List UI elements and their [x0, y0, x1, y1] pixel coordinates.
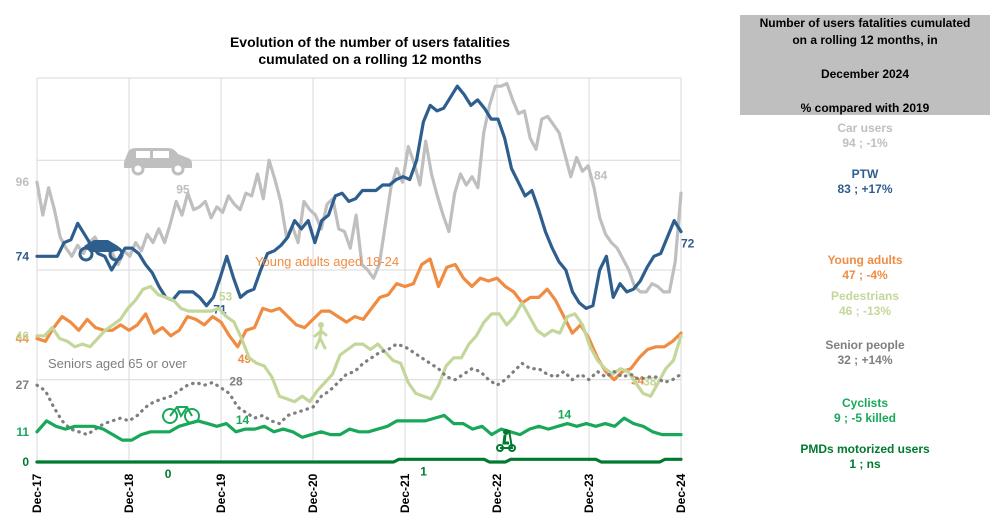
series-start-label: 74 [16, 249, 30, 263]
legend-car: Car users 94 ; -1% [740, 121, 990, 151]
x-tick-label: Dec-20 [306, 473, 320, 513]
young-adults-inline-label: Young adults aged 18-24 [255, 254, 399, 269]
series-mid-label: 53 [219, 289, 233, 303]
legend-name: Pedestrians [830, 289, 900, 303]
series-mid-label: 0 [165, 467, 172, 481]
scooter-icon [496, 429, 516, 452]
chart-title-line-1: Evolution of the number of users fatalit… [229, 34, 511, 50]
series-mid-label: 14 [558, 407, 572, 421]
legend-pedestrians: Pedestrians 46 ; -13% [740, 289, 990, 319]
legend-ptw: PTW 83 ; +17% [740, 167, 990, 197]
chart-title-line-2: cumulated on a rolling 12 months [258, 51, 482, 67]
series-start-label: 44 [16, 332, 30, 346]
legend-value: 46 ; -13% [838, 304, 892, 318]
bicycle-icon [162, 406, 200, 424]
panel-line-2: on a rolling 12 months, in [792, 33, 938, 47]
series-line-young-adults [35, 257, 683, 382]
legend-value: 32 ; +14% [837, 353, 893, 367]
series-line-senior-people [35, 342, 683, 437]
motorcycle-icon [78, 240, 124, 262]
legend-value: 1 ; ns [849, 457, 881, 471]
legend-senior: Senior people 32 ; +14% [740, 338, 990, 368]
legend-name: Cyclists [841, 396, 889, 410]
legend-name: Young adults [827, 253, 903, 267]
series-mid-label: 34 [631, 374, 645, 388]
legend-value: 83 ; +17% [837, 182, 893, 196]
series-mid-label: 14 [236, 413, 250, 427]
series-line-ptw [35, 84, 683, 310]
legend-name: PTW [851, 167, 879, 181]
x-tick-label: Dec-18 [122, 473, 136, 513]
panel-line-1: Number of users fatalities cumulated [759, 16, 971, 30]
series-line-car-users [35, 81, 683, 294]
series-start-label: 11 [16, 425, 29, 439]
series-mid-label: 1 [420, 464, 427, 478]
series-start-label: 46 [16, 329, 30, 343]
legend-name: PMDs motorized users [800, 442, 930, 456]
series-line-pedestrians [35, 284, 683, 404]
series-mid-label: 95 [176, 182, 190, 196]
legend-value: 9 ; -5 killed [833, 411, 897, 425]
summary-panel: Number of users fatalities cumulated on … [740, 15, 990, 115]
legend-value: 94 ; -1% [842, 136, 888, 150]
x-tick-label: Dec-23 [582, 473, 596, 513]
x-tick-label: Dec-21 [398, 473, 412, 513]
series-mid-label: 28 [229, 374, 243, 388]
x-tick-label: Dec-22 [490, 473, 504, 513]
x-tick-label: Dec-24 [674, 473, 688, 513]
legend-name: Senior people [825, 338, 905, 352]
series-line-cyclists [35, 413, 683, 442]
legend-value: 47 ; -4% [842, 268, 888, 282]
car-icon [124, 148, 192, 176]
x-tick-label: Dec-17 [30, 473, 44, 513]
series-mid-label: 72 [681, 237, 695, 251]
seniors-inline-label: Seniors aged 65 or over [48, 356, 187, 371]
x-tick-label: Dec-19 [214, 473, 228, 513]
legend-name: Car users [837, 121, 893, 135]
series-line-pmds-motorized-users [35, 457, 683, 464]
series-start-label: 96 [16, 175, 30, 189]
series-start-label: 27 [16, 378, 30, 392]
panel-comparison: % compared with 2019 [800, 101, 930, 115]
legend-pmd: PMDs motorized users 1 ; ns [740, 442, 990, 472]
panel-date: December 2024 [820, 67, 910, 81]
chart-title: Evolution of the number of users fatalit… [150, 34, 590, 68]
series-mid-label: 38 [643, 374, 657, 388]
pedestrian-icon [313, 322, 328, 350]
legend-young-adults: Young adults 47 ; -4% [740, 253, 990, 283]
series-start-label: 0 [22, 455, 29, 469]
legend-cyclists: Cyclists 9 ; -5 killed [740, 396, 990, 426]
series-mid-label: 84 [594, 169, 608, 183]
